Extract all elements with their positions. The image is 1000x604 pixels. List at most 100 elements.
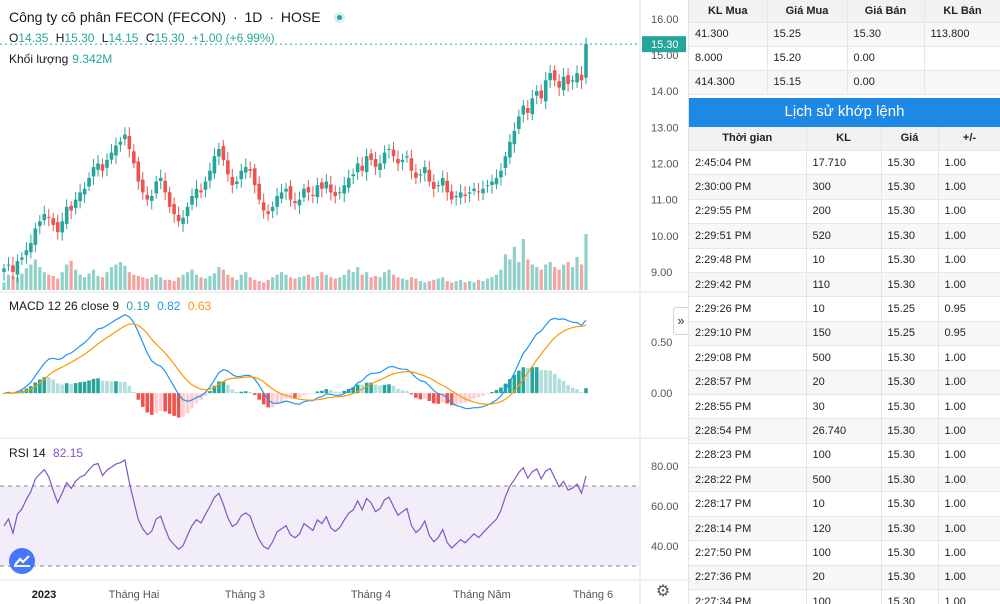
macd-histogram-bar [400,390,405,394]
candle-body [445,180,450,193]
volume-bar [347,269,351,290]
history-cell: 500 [806,467,882,493]
volume-bar [11,276,15,290]
rsi-label: RSI 14 [9,446,46,460]
volume-bar [118,262,122,290]
volume-bar [405,279,409,290]
tradingview-logo-icon[interactable] [9,548,35,574]
history-row: 2:28:22 PM 500 15.30 1.00 [689,467,1000,493]
candle-body [235,181,239,184]
chart-area[interactable]: 16.00 15.00 14.00 13.00 12.00 11.00 10.00 9.00 1… [0,0,688,604]
candle-body [449,191,454,200]
history-cell: 15.25 [881,321,939,347]
volume-bar [396,277,400,290]
macd-histogram-bar [118,381,123,394]
history-cell: 15.30 [881,540,939,566]
macd-histogram-bar [127,385,132,394]
macd-histogram-bar [329,390,333,394]
history-cell: 30 [806,394,882,420]
macd-histogram-bar [485,393,490,395]
candle-body [194,188,199,199]
interval-label[interactable]: 1D [244,9,263,25]
macd-histogram-bar [243,391,248,394]
macd-histogram-bar [87,380,91,394]
volume-bar [441,277,445,290]
history-cell: 2:28:55 PM [689,394,807,420]
candle-body [306,187,311,193]
history-cell: 1.00 [938,565,1000,591]
macd-histogram-bar [261,393,266,405]
macd-histogram-bar [239,391,244,394]
volume-bar [365,272,369,290]
candle-body [140,179,145,193]
col-time: Thời gian [689,126,807,151]
volume-bar [199,277,203,290]
volume-bar [159,277,163,290]
macd-histogram-bar [109,381,114,394]
macd-histogram-bar [499,387,503,394]
history-cell: 15.30 [881,199,939,225]
macd-histogram-bar [64,383,69,394]
history-cell: 2:29:51 PM [689,223,807,249]
history-cell: 15.30 [881,150,939,176]
rsi-legend: RSI 14 82.15 [9,446,83,460]
volume-bar [29,264,33,290]
expand-panel-button[interactable]: » [673,307,688,335]
macd-histogram-bar [427,393,432,401]
candle-body [494,177,499,185]
chart-canvas[interactable]: 16.00 15.00 14.00 13.00 12.00 11.00 10.00 9.00 1… [0,0,688,604]
volume-bar [311,277,315,290]
history-cell: 1.00 [938,418,1000,444]
history-table: Thời gian KL Giá +/- 2:45:04 PM 17.710 15.… [689,126,1000,604]
volume-bar [369,277,373,290]
candle-body [431,182,436,189]
candle-body [20,257,24,260]
candle-body [458,192,463,198]
history-cell: 2:30:00 PM [689,174,807,200]
candle-body [55,222,60,233]
order-book-cell: 0.00 [847,70,925,95]
macd-histogram-bar [181,393,185,417]
macd-histogram-bar [490,391,494,394]
history-cell: 15.30 [881,443,939,469]
volume-bar [127,272,131,290]
volume-bar [575,256,579,290]
volume-value: 9.342M [72,52,113,66]
macd-histogram-bar [78,382,82,394]
last-price-tag [642,36,686,53]
candle-body [570,80,575,82]
candle-body [418,174,423,176]
order-book-cell [924,46,1000,71]
history-row: 2:28:17 PM 10 15.30 1.00 [689,491,1000,517]
history-cell: 2:28:23 PM [689,443,807,469]
candle-body [324,181,329,189]
price-tick-label: 15.00 [651,50,679,62]
volume-bar [539,269,543,290]
candle-body [530,98,535,115]
candle-body [539,90,544,99]
history-cell: 120 [806,516,882,542]
candle-body [100,164,105,171]
volume-bar [145,278,149,290]
macd-histogram-bar [579,392,584,394]
volume-bar [262,282,266,290]
candle-body [302,188,306,198]
candle-body [297,199,302,206]
macd-histogram-bar [46,377,51,394]
history-cell: 20 [806,370,882,395]
history-cell: 1.00 [938,491,1000,517]
macd-histogram-bar [217,381,221,394]
candle-body [409,158,414,171]
macd-histogram-bar [405,390,409,394]
gear-icon[interactable]: ⚙ [655,583,671,600]
macd-histogram-bar [297,393,302,398]
volume-bar [194,274,199,290]
macd-histogram-value: 0.19 [126,299,150,313]
volume-bar [387,269,391,290]
macd-histogram-bar [517,370,521,394]
candle-body [472,188,476,191]
order-book-cell: 0.00 [847,46,925,71]
candle-body [87,177,91,187]
volume-bar [109,267,114,290]
macd-histogram-bar [463,393,467,403]
